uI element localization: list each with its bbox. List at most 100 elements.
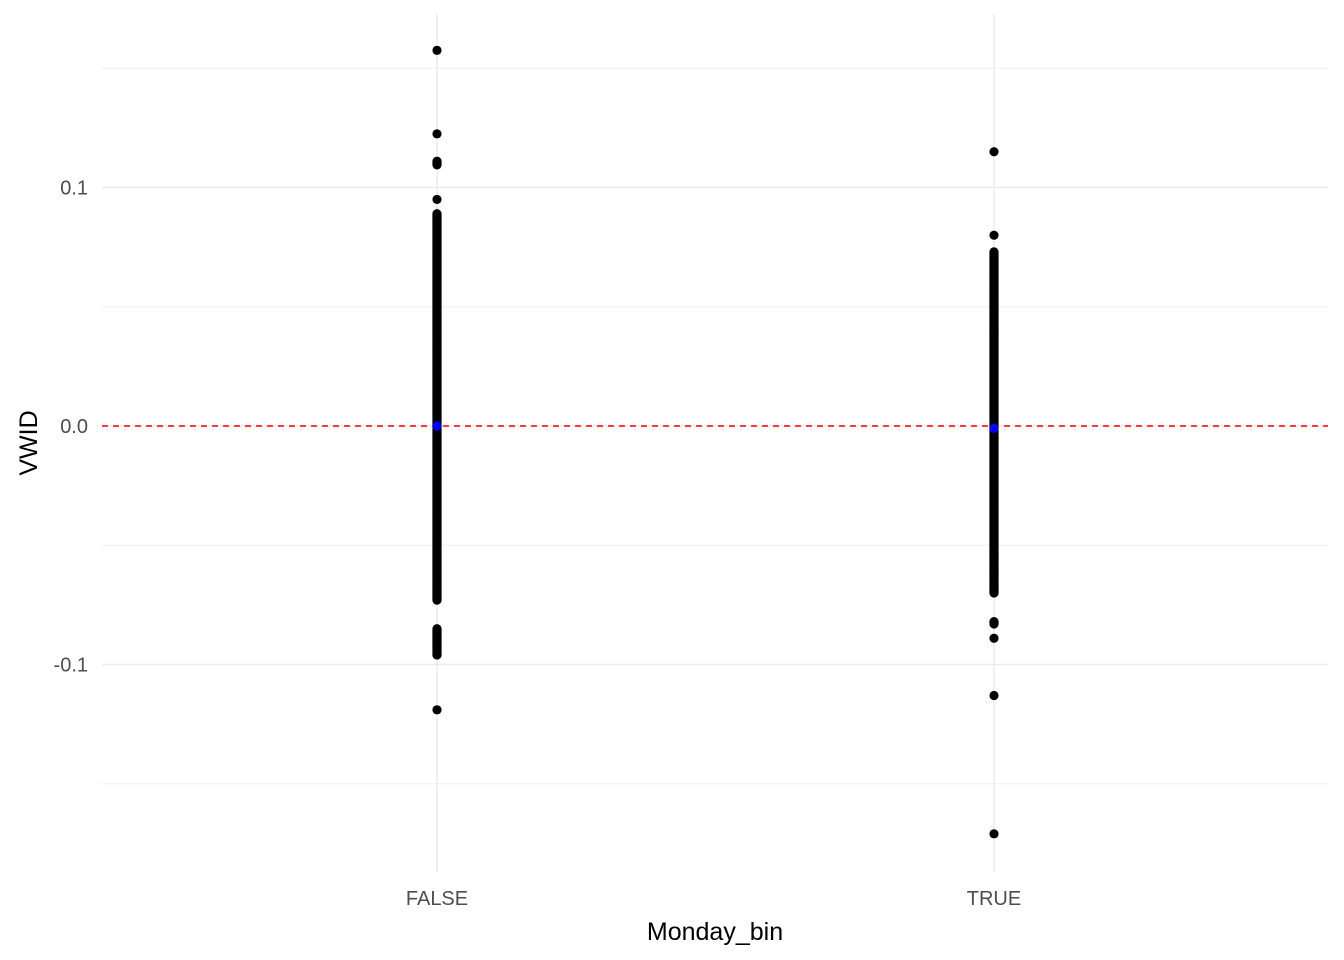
data-point-band [432,569,442,574]
data-point-band [989,569,999,574]
data-point-band [432,249,442,257]
data-point-band [989,294,999,300]
data-point [989,690,999,701]
data-point-band [989,573,999,582]
data-point-band [989,378,999,391]
data-point-band [989,402,999,415]
data-point-band [432,557,442,570]
data-point-band [432,426,442,438]
minor-grid-lines [102,67,1328,785]
data-points [432,45,999,839]
data-point-band [432,402,442,415]
data-point-band [989,585,999,591]
data-point-band [432,161,442,165]
data-point-band [432,581,442,586]
x-tick-label: TRUE [967,888,1021,910]
data-point-band [989,328,999,331]
data-point-band [432,573,442,582]
data-point-band [989,509,999,522]
data-point-band [432,280,442,286]
data-point-band [432,306,442,319]
data-point-band [432,628,442,639]
data-point-band [432,342,442,355]
y-axis-ticks: -0.1 0.0 0.1 [54,178,88,677]
data-point-band [989,321,999,329]
data-point-band [989,621,999,624]
data-point-band [432,533,442,546]
data-point [989,633,999,643]
data-point-band [432,638,442,648]
data-point [989,619,999,629]
data-point-band [432,318,442,331]
data-point-band [989,290,999,295]
major-grid-lines [102,14,1328,872]
data-point-band [989,557,999,562]
data-point-band [432,647,442,655]
data-point-band [989,449,999,462]
data-point-band [432,521,442,534]
data-point-band [432,473,442,486]
x-axis-title: Monday_bin [647,918,783,946]
y-tick-label: 0.1 [60,178,88,200]
data-point-band [432,299,442,307]
data-point-band [432,239,442,250]
data-point-band [432,220,442,229]
data-point-band [432,461,442,474]
data-point-band [432,266,442,271]
mean-point [432,421,442,431]
data-point-band [989,437,999,450]
data-point-band [432,213,442,221]
data-point-band [989,533,999,546]
data-point-band [432,261,442,267]
data-point-band [432,366,442,379]
data-point-band [989,461,999,474]
data-point-band [432,414,442,426]
data-point-band [989,313,999,322]
data-point [989,147,999,157]
data-point-band [989,278,999,283]
data-point-band [432,449,442,462]
data-point-band [432,290,442,295]
data-point [432,194,442,205]
data-point-band [989,251,999,262]
y-tick-label: -0.1 [54,655,88,677]
data-point-band [989,390,999,403]
data-point-band [989,414,999,426]
y-tick-label: 0.0 [60,416,88,438]
data-point-band [989,366,999,379]
data-point-band [989,299,999,307]
data-point-band [989,545,999,553]
data-point-band [989,266,999,279]
data-point-band [432,294,442,300]
data-point-band [432,595,442,598]
data-point-band [432,497,442,510]
data-point-band [989,282,999,291]
data-point-band [432,232,442,240]
y-axis-title: VWID [15,410,43,475]
data-point-band [432,378,442,391]
data-point-band [989,261,999,267]
data-point-band [989,521,999,534]
data-point-band [432,590,442,596]
data-point [432,45,442,55]
data-point-band [432,228,442,233]
data-point-band [432,270,442,276]
data-point-band [432,597,442,601]
data-point-band [432,509,442,522]
data-point-band [432,256,442,262]
data-point-band [432,390,442,403]
data-point [989,230,999,240]
data-point-band [432,285,442,291]
data-point-band [432,585,442,591]
data-point-band [989,590,999,593]
data-point [432,129,442,139]
x-tick-label: FALSE [406,888,468,910]
data-point-band [432,485,442,498]
data-point-band [989,552,999,558]
mean-points [432,421,999,433]
data-point-band [432,545,442,558]
x-axis-ticks: FALSE TRUE [406,888,1021,910]
data-point-band [989,354,999,367]
data-point-band [989,473,999,486]
